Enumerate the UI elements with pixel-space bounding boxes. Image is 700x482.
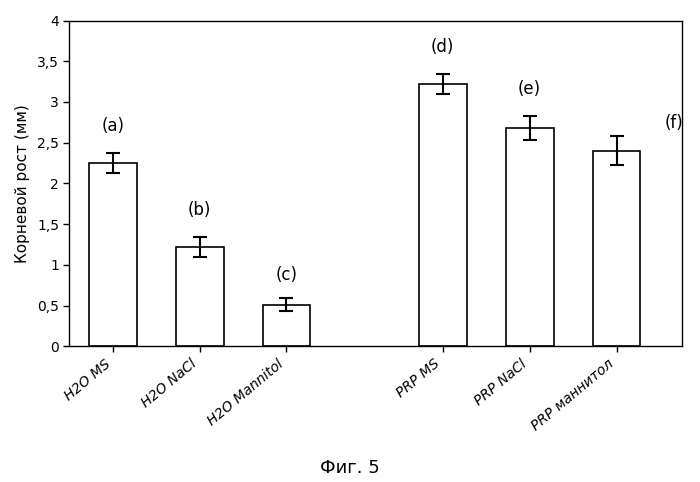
- Y-axis label: Корневой рост (мм): Корневой рост (мм): [15, 104, 30, 263]
- Bar: [89, 163, 136, 346]
- Bar: [506, 128, 554, 346]
- Text: (c): (c): [276, 266, 298, 283]
- Text: (f): (f): [664, 114, 683, 132]
- Bar: [593, 151, 640, 346]
- Text: Фиг. 5: Фиг. 5: [320, 459, 380, 477]
- Bar: [176, 247, 223, 346]
- Text: (a): (a): [102, 117, 125, 135]
- Text: (d): (d): [431, 39, 454, 56]
- Bar: [262, 305, 310, 346]
- Bar: [419, 84, 467, 346]
- Text: (e): (e): [518, 80, 541, 98]
- Text: (b): (b): [188, 201, 211, 219]
